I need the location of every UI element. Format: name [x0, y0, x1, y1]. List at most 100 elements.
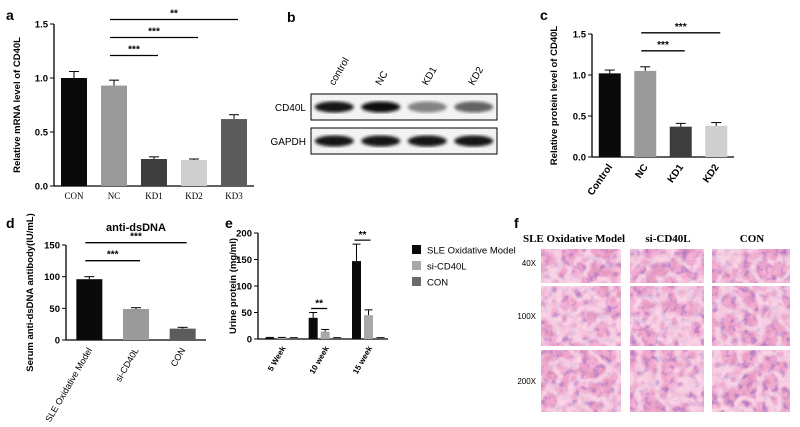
chart-c-bar-control	[598, 73, 621, 157]
chart-e-bar-con	[332, 337, 342, 339]
chart-c-category-label: KD1	[666, 162, 687, 185]
chart-d-category-label: CON	[169, 346, 188, 368]
histology-row-label: 40X	[522, 259, 537, 268]
chart-c-y-tick-label: 0.5	[573, 112, 587, 123]
chart-e-bar-con	[289, 337, 299, 339]
chart-c-category-label: NC	[633, 162, 650, 180]
chart-e-y-tick-label: 100	[236, 282, 252, 293]
chart-d-category-label: si-CD40L	[113, 346, 140, 383]
chart-c-y-axis-label: Relative protein level of CD40L	[549, 26, 560, 166]
chart-a-mrna-level: 0.0 0.5 1.0 1.5 Relative mRNA level of CD40L…	[12, 9, 254, 201]
blot-lane-header: control	[327, 56, 352, 87]
chart-c-y-tick-label: 0.0	[573, 153, 586, 164]
chart-c-y-tick-label: 1.5	[573, 30, 587, 41]
histology-column-header: si-CD40L	[645, 233, 690, 245]
histology-tile-lumens	[541, 286, 621, 346]
chart-e-bar-si-cd40l	[320, 331, 330, 339]
chart-a-category-label: KD3	[225, 191, 243, 201]
histology-tile-lumens	[712, 286, 790, 346]
blot-row-label: CD40L	[275, 103, 307, 114]
blot-band	[314, 135, 354, 147]
chart-d-y-tick-label: 0	[55, 336, 60, 347]
chart-c-bar-kd2	[705, 125, 728, 157]
chart-d-y-axis-label: Serum anti-dsDNA antibody(IU/mL)	[25, 213, 36, 372]
chart-e-bar-si-cd40l	[364, 315, 373, 339]
histology-panel: SLE Oxidative Model si-CD40L CON 40X 100X 200…	[517, 233, 790, 412]
chart-d-anti-dsdna: 0 50 100 150 Serum anti-dsDNA antibody(IU/mL…	[25, 213, 206, 424]
chart-e-legend-swatch	[412, 277, 421, 286]
chart-a-significance-label: ***	[148, 27, 160, 38]
chart-e-y-tick-label: 150	[236, 255, 252, 266]
chart-a-y-tick-label: 0.0	[35, 182, 48, 193]
panel-letter-f: f	[514, 215, 519, 231]
histology-tile-lumens	[541, 350, 621, 412]
chart-d-category-label: SLE Oxidative Model	[43, 346, 94, 424]
blot-band	[314, 101, 354, 113]
blot-band	[407, 135, 447, 147]
histology-tile-lumens	[630, 286, 704, 346]
chart-e-legend-entry: CON	[427, 278, 448, 289]
chart-a-y-axis-label: Relative mRNA level of CD40L	[12, 37, 23, 173]
chart-e-y-tick-label: 0	[247, 335, 252, 346]
chart-d-title: anti-dsDNA	[106, 222, 166, 234]
chart-e-bar-sle-oxidative-model	[265, 337, 275, 339]
panel-letter-a: a	[6, 7, 14, 23]
blot-band	[361, 135, 401, 147]
histology-tile-lumens	[630, 350, 704, 412]
chart-a-bar-kd1	[141, 159, 167, 186]
chart-a-y-tick-label: 1.5	[35, 20, 49, 31]
chart-e-bar-con	[376, 337, 385, 339]
chart-a-significance-label: ***	[128, 45, 140, 56]
chart-c-protein-level: 0.0 0.5 1.0 1.5 Relative protein level of CD…	[549, 22, 734, 198]
chart-c-significance-label: ***	[675, 22, 687, 33]
chart-d-significance-label: ***	[130, 232, 142, 243]
chart-a-bar-kd3	[221, 119, 247, 186]
western-blot-panel: control NC KD1 KD2 CD40L GAPDH	[270, 56, 498, 155]
chart-c-y-tick-label: 1.0	[573, 71, 586, 82]
chart-a-category-label: KD1	[145, 191, 163, 201]
chart-e-category-label: 5 Week	[266, 344, 288, 373]
blot-band	[454, 135, 494, 147]
histology-row-label: 100X	[517, 312, 536, 321]
chart-a-y-tick-label: 0.5	[35, 128, 49, 139]
chart-e-y-axis-label: Urine protein (mg/ml)	[228, 238, 239, 334]
chart-e-bar-si-cd40l	[277, 337, 287, 339]
blot-lane-header: NC	[374, 69, 391, 87]
chart-d-y-tick-label: 150	[44, 241, 60, 252]
chart-e-category-label: 15 week	[351, 344, 374, 376]
panel-letter-e: e	[225, 215, 233, 231]
chart-e-legend-swatch	[412, 245, 421, 254]
chart-a-significance-label: **	[170, 9, 178, 20]
chart-a-y-tick-label: 1.0	[35, 74, 48, 85]
histology-tile-lumens	[712, 350, 790, 412]
chart-e-bar-sle-oxidative-model	[308, 317, 318, 339]
panel-letter-b: b	[287, 9, 296, 25]
panel-letter-c: c	[540, 7, 548, 23]
chart-d-y-tick-label: 100	[44, 272, 60, 283]
chart-e-category-label: 10 week	[308, 344, 331, 376]
chart-e-legend-entry: si-CD40L	[427, 262, 467, 273]
histology-tile-lumens	[541, 249, 621, 283]
blot-lane-header: KD1	[420, 65, 439, 88]
chart-a-category-label: CON	[64, 191, 84, 201]
histology-column-header: SLE Oxidative Model	[523, 233, 625, 245]
chart-c-bar-kd1	[669, 126, 692, 157]
chart-d-significance-label: ***	[107, 250, 119, 261]
panel-letter-d: d	[6, 215, 15, 231]
chart-d-bar-sle-oxidative-model	[76, 279, 103, 340]
blot-band	[361, 101, 401, 113]
chart-a-bar-kd2	[181, 160, 207, 186]
histology-column-header: CON	[740, 233, 765, 245]
chart-d-bar-con	[169, 328, 196, 340]
blot-band	[454, 101, 494, 113]
blot-lane-header: KD2	[467, 65, 486, 88]
histology-tile-lumens	[712, 249, 790, 283]
chart-e-y-tick-label: 200	[236, 229, 252, 240]
chart-e-bar-sle-oxidative-model	[352, 261, 361, 339]
chart-e-y-tick-label: 50	[241, 308, 252, 319]
chart-c-significance-label: ***	[657, 40, 669, 51]
histology-tile-lumens	[630, 249, 704, 283]
chart-e-legend-entry: SLE Oxidative Model	[427, 246, 516, 257]
